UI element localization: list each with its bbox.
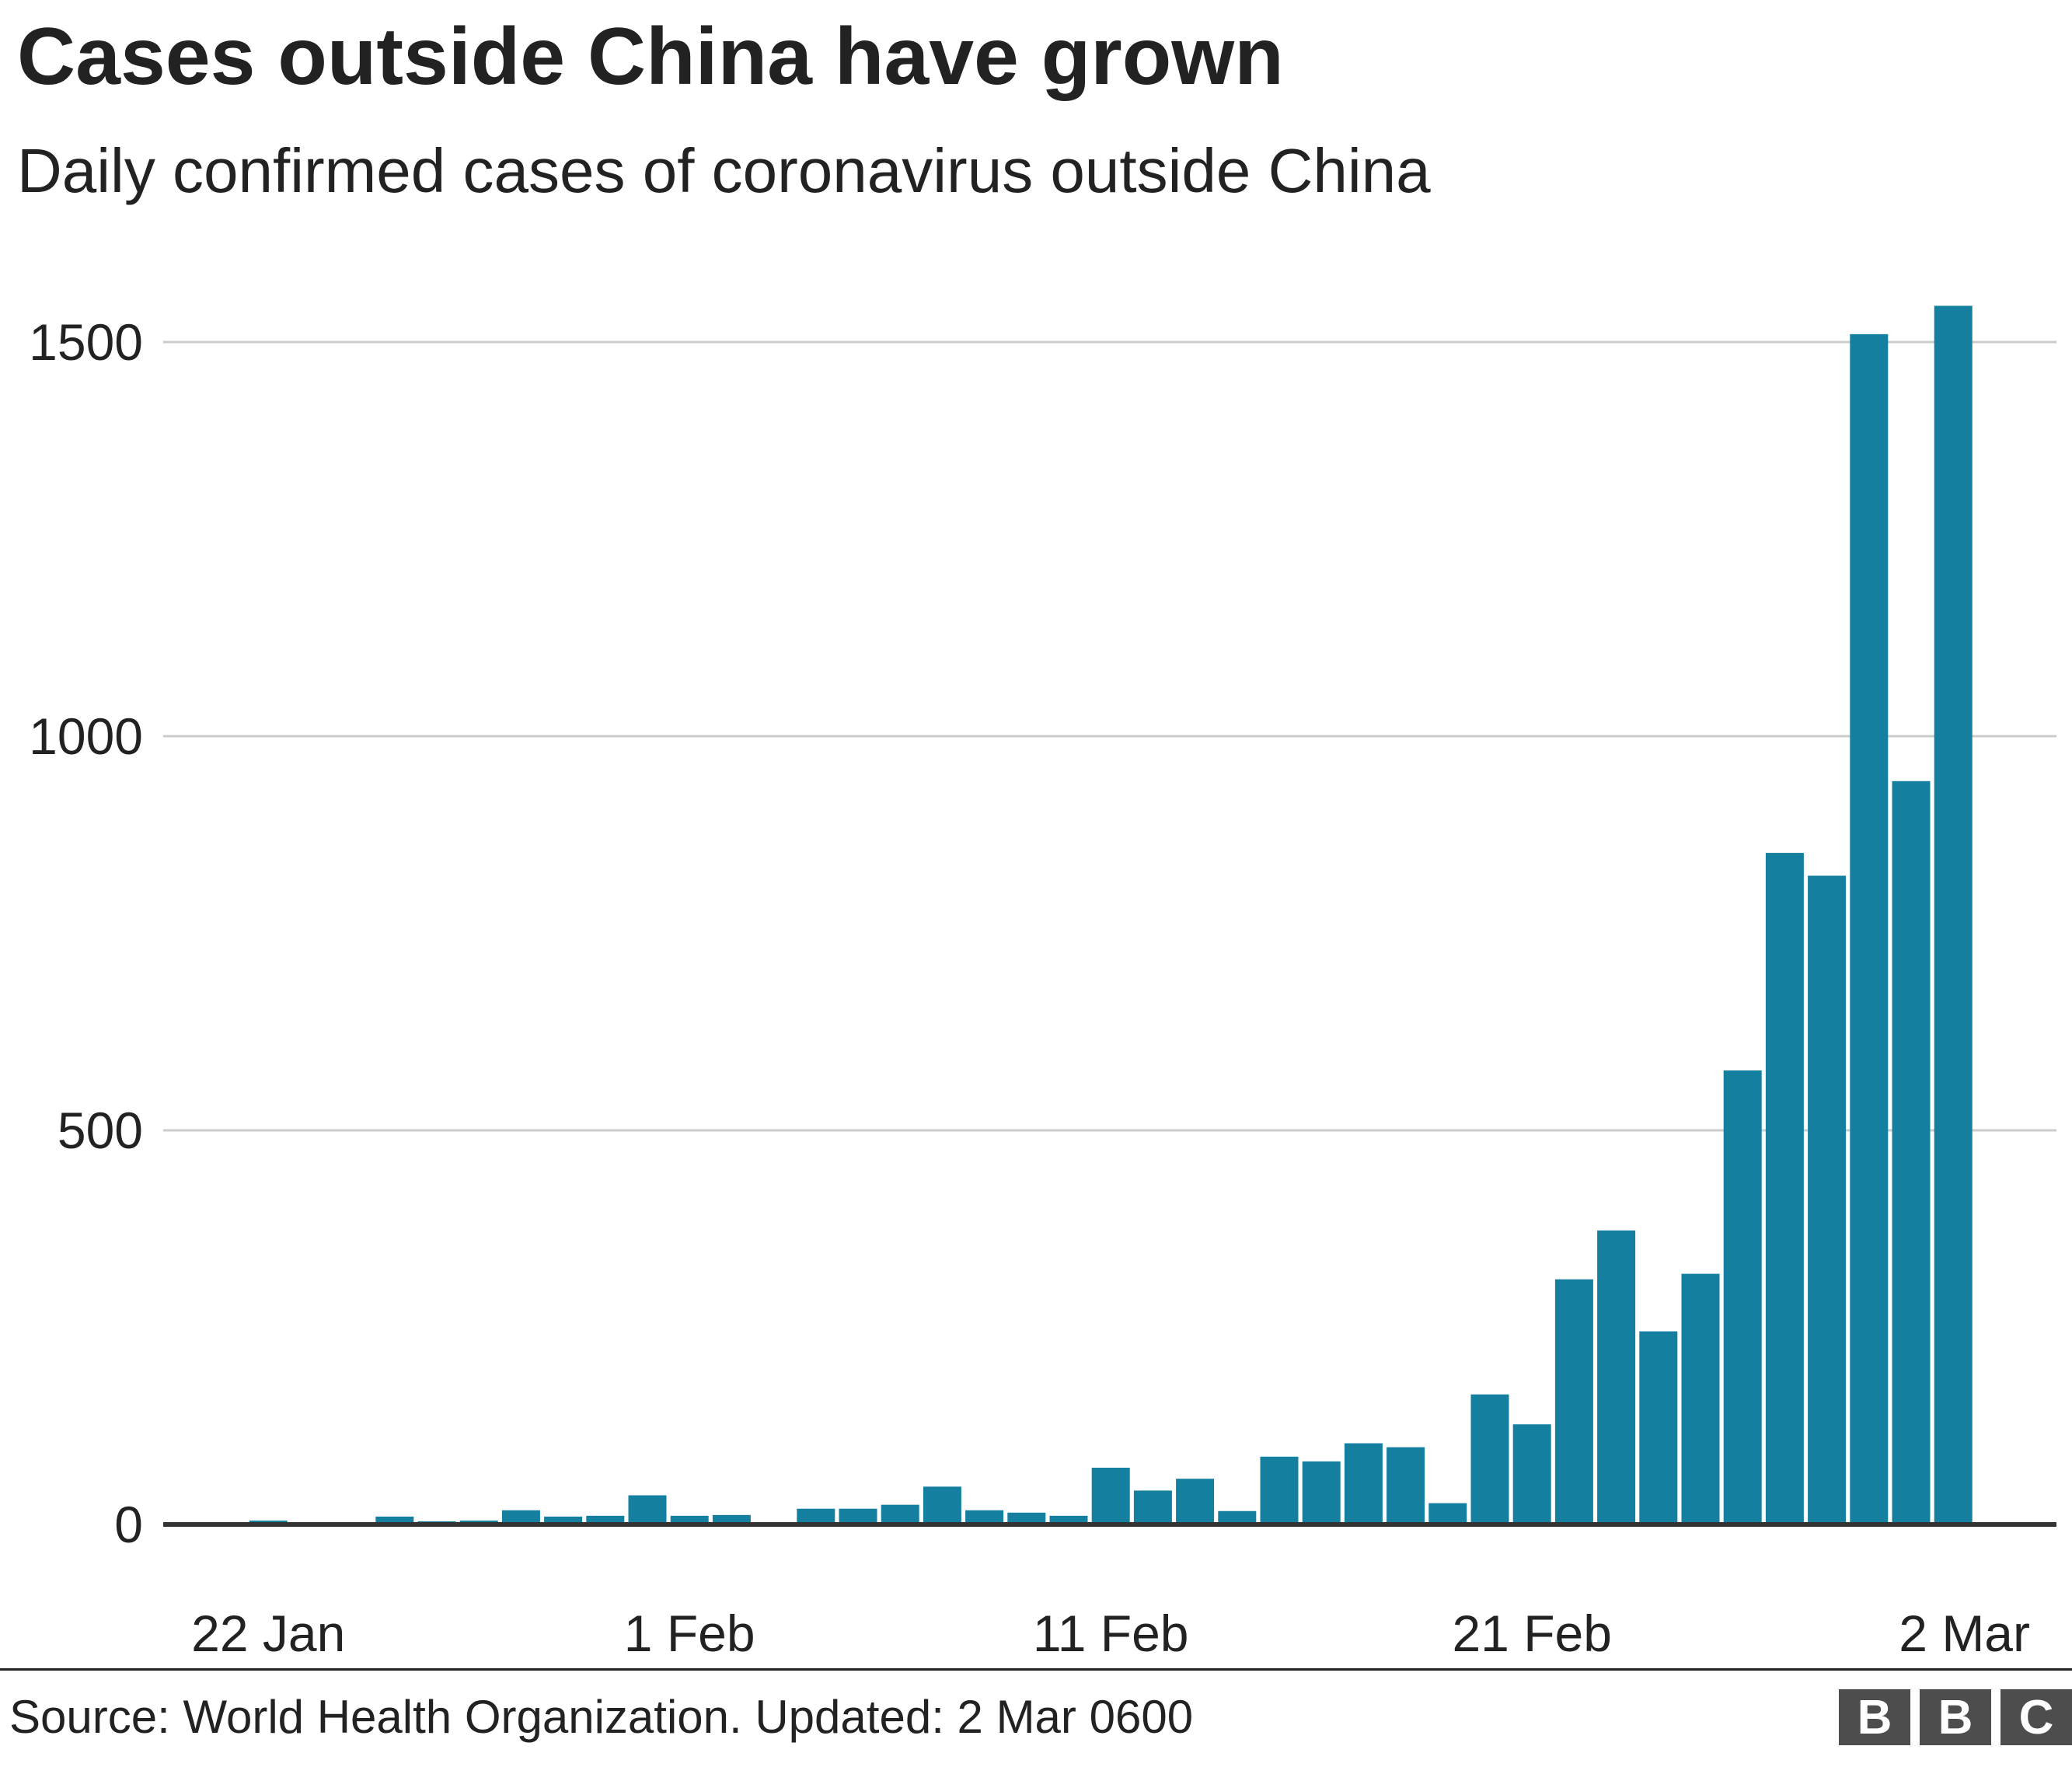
y-tick-label: 1000 [29,707,143,765]
bar [1470,1394,1509,1524]
bar [1723,1070,1762,1524]
bar [1133,1490,1172,1524]
logo-block-b2: B [1920,1689,1991,1745]
y-tick-label: 0 [114,1496,143,1553]
x-tick-label: 2 Mar [1899,1605,2030,1656]
bars [249,306,1973,1525]
y-tick-label: 1500 [29,313,143,371]
bar [1007,1512,1046,1524]
chart-title: Cases outside China have grown [17,12,1284,102]
bar [1765,853,1804,1524]
bar [1850,334,1889,1524]
bar [839,1508,877,1524]
bar [670,1515,709,1524]
x-tick-label: 1 Feb [624,1605,755,1656]
bar [1892,780,1931,1524]
source-note: Source: World Health Organization. Updat… [9,1691,1194,1743]
bar [586,1515,625,1524]
bar [1554,1279,1593,1524]
footer-divider [0,1668,2072,1671]
bar [923,1486,961,1524]
x-tick-label: 11 Feb [1033,1605,1189,1656]
bar [501,1510,540,1524]
y-tick-label: 500 [58,1102,143,1159]
bar [881,1504,919,1524]
bar [1934,306,1973,1525]
bar [1176,1479,1215,1524]
logo-block-c: C [2000,1689,2072,1745]
chart-subtitle: Daily confirmed cases of coronavirus out… [17,136,1431,205]
bbc-logo: B B C [1839,1689,2072,1745]
bar [1387,1447,1425,1524]
bar [544,1516,583,1524]
y-axis-tick-labels: 0 500 1000 1500 [29,313,143,1553]
bar [1302,1461,1341,1524]
bar-chart: 0 500 1000 1500 22 Jan 1 Feb 11 Feb 21 Feb 2 Ma… [29,306,2056,1656]
x-axis-tick-labels: 22 Jan 1 Feb 11 Feb 21 Feb 2 Mar [191,1605,2030,1656]
bar [1218,1510,1257,1524]
bar [965,1510,1004,1524]
x-tick-label: 22 Jan [191,1605,345,1656]
bar [1597,1230,1636,1524]
bar [1260,1456,1299,1524]
bar [712,1514,751,1524]
bar [1681,1273,1720,1524]
bar [1639,1331,1678,1524]
bar [375,1516,414,1524]
x-tick-label: 21 Feb [1452,1605,1611,1656]
bar [628,1495,667,1524]
bar [1091,1467,1130,1524]
bar [1808,875,1847,1524]
bar [797,1508,835,1524]
bar [1428,1503,1467,1524]
logo-block-b1: B [1839,1689,1910,1745]
bar [1512,1424,1551,1524]
bar [1049,1515,1088,1524]
bar [1344,1443,1383,1524]
